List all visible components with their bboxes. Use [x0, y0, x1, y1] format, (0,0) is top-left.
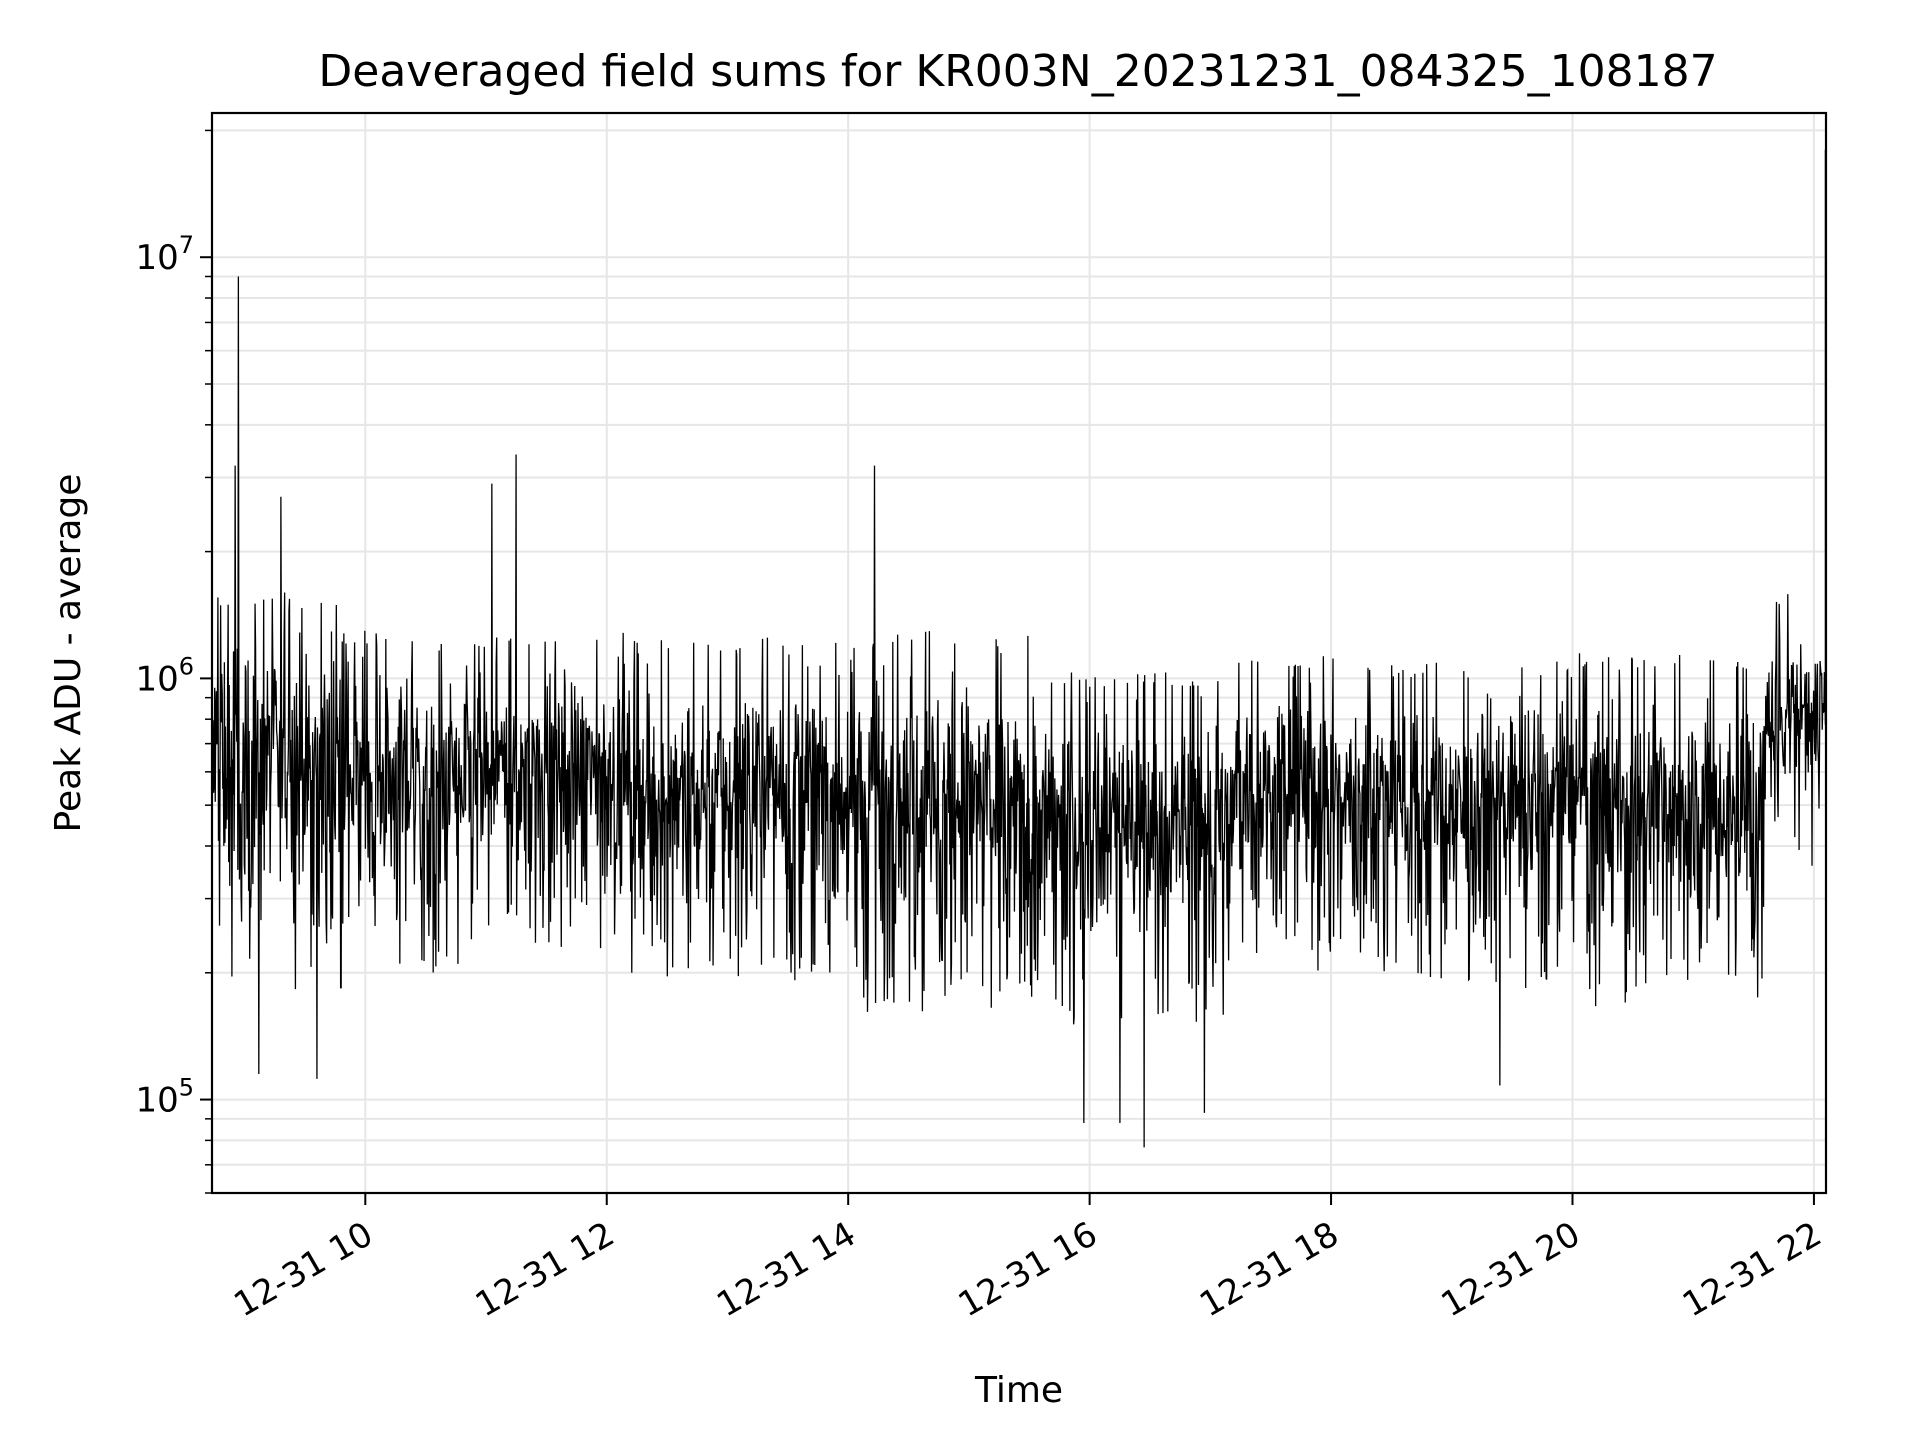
x-tick-label: 12-31 12 — [469, 1214, 621, 1325]
y-axis-ticks: 105 106 107 — [135, 129, 212, 1194]
y-tick-label: 107 — [135, 231, 194, 278]
x-tick-label: 12-31 18 — [1193, 1214, 1345, 1325]
chart-title: Deaveraged field sums for KR003N_2023123… — [318, 46, 1717, 97]
y-axis-label: Peak ADU - average — [48, 474, 89, 833]
plot-frame — [210, 111, 1828, 1195]
x-tick-label: 12-31 20 — [1435, 1214, 1587, 1325]
data-series — [211, 149, 1827, 1148]
y-tick-label: 106 — [135, 652, 194, 699]
x-axis-ticks: 12-31 10 12-31 12 12-31 14 12-31 16 12-31 18… — [227, 1193, 1828, 1325]
x-tick-label: 12-31 10 — [227, 1214, 379, 1325]
y-tick-label: 105 — [135, 1074, 194, 1121]
x-axis-label: Time — [974, 1370, 1063, 1411]
series-line — [211, 149, 1827, 1148]
x-tick-label: 12-31 14 — [710, 1214, 862, 1325]
grid-lines — [212, 113, 1826, 1194]
x-tick-label: 12-31 22 — [1676, 1214, 1828, 1325]
x-tick-label: 12-31 16 — [952, 1214, 1104, 1325]
